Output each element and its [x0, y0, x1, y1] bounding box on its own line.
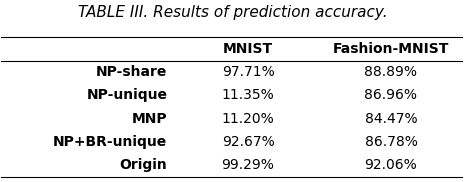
Text: MNIST: MNIST	[223, 42, 273, 56]
Text: 86.78%: 86.78%	[364, 135, 418, 149]
Text: Fashion-MNIST: Fashion-MNIST	[333, 42, 449, 56]
Text: MNP: MNP	[132, 112, 167, 126]
Text: 11.35%: 11.35%	[222, 88, 274, 102]
Text: 86.96%: 86.96%	[364, 88, 418, 102]
Text: 97.71%: 97.71%	[222, 65, 274, 79]
Text: 92.67%: 92.67%	[222, 135, 274, 149]
Text: Origin: Origin	[120, 158, 167, 172]
Text: 99.29%: 99.29%	[222, 158, 274, 172]
Text: 11.20%: 11.20%	[222, 112, 274, 126]
Text: TABLE III. Results of prediction accuracy.: TABLE III. Results of prediction accurac…	[78, 5, 388, 20]
Text: 92.06%: 92.06%	[364, 158, 418, 172]
Text: 84.47%: 84.47%	[364, 112, 417, 126]
Text: NP+BR-unique: NP+BR-unique	[53, 135, 167, 149]
Text: 88.89%: 88.89%	[364, 65, 418, 79]
Text: NP-share: NP-share	[96, 65, 167, 79]
Text: NP-unique: NP-unique	[86, 88, 167, 102]
